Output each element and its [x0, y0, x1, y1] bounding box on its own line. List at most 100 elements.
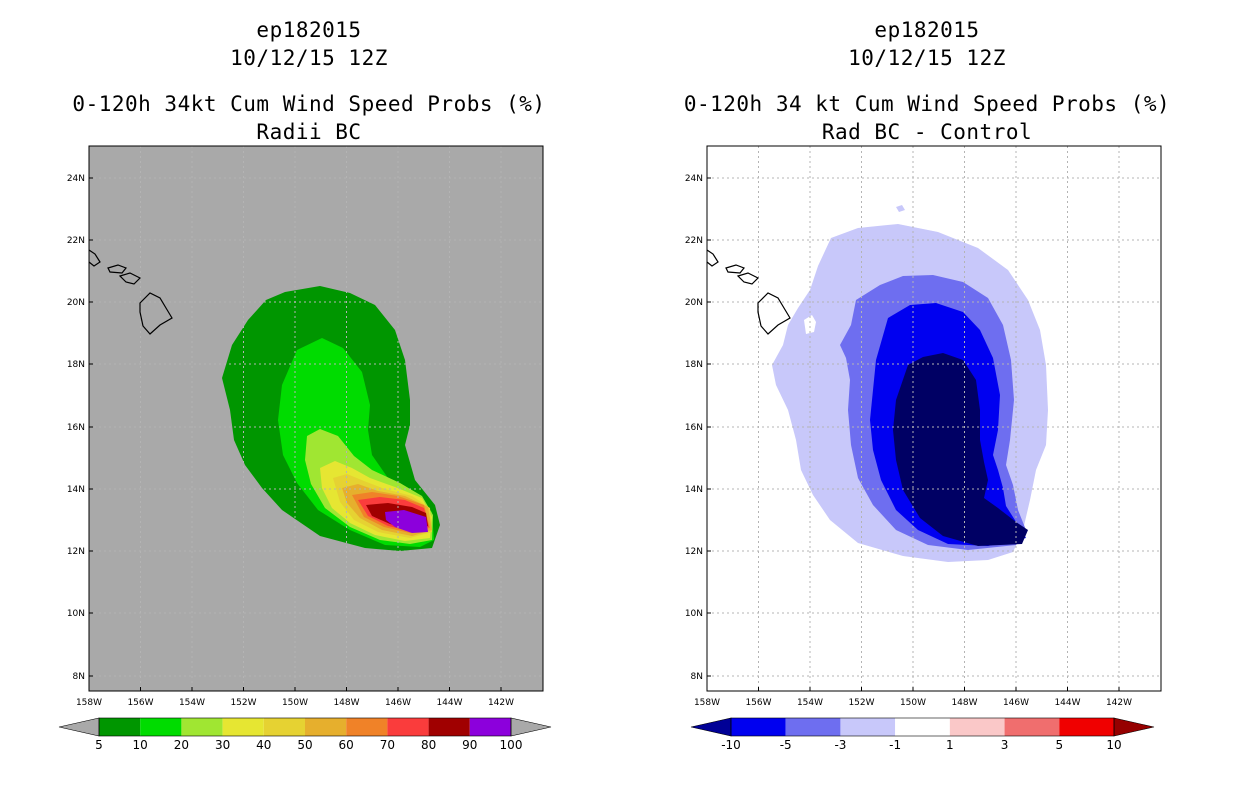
coastline-hawaii — [139, 292, 173, 335]
coastline-molokai — [725, 264, 745, 274]
colorbar-swatch — [346, 718, 388, 736]
right-title-date: 10/12/15 12Z — [848, 46, 1006, 70]
colorbar-label: 70 — [380, 738, 395, 752]
x-tick-label: 152W — [230, 698, 256, 708]
right-map-panel: ep182015 10/12/15 12Z 0-120h 34 kt Cum W… — [618, 0, 1236, 800]
x-tick-label: 142W — [1106, 698, 1132, 708]
y-tick-label: 14N — [67, 485, 85, 495]
y-tick-label: 20N — [67, 298, 85, 308]
right-title-storm-id: ep182015 — [874, 18, 980, 42]
colorbar-swatch — [140, 718, 182, 736]
colorbar-swatch — [99, 718, 141, 736]
x-tick-label: 158W — [76, 698, 102, 708]
colorbar-swatch — [387, 718, 429, 736]
x-tick-label: 148W — [333, 698, 359, 708]
colorbar-low-arrow — [59, 718, 99, 736]
x-tick-label: 142W — [488, 698, 514, 708]
left-gridlines — [89, 146, 543, 691]
colorbar-swatch — [181, 718, 223, 736]
colorbar-label: 30 — [215, 738, 230, 752]
colorbar-label: 50 — [297, 738, 312, 752]
x-tick-label: 144W — [436, 698, 462, 708]
colorbar-swatch — [949, 718, 1005, 736]
colorbar-label: -1 — [889, 738, 901, 752]
colorbar-label: 3 — [1001, 738, 1009, 752]
coastline-maui — [736, 272, 760, 285]
colorbar-low-arrow — [691, 718, 731, 736]
coastline-kauai-oahu — [706, 249, 719, 267]
y-tick-label: 16N — [67, 423, 85, 433]
colorbar-label: 80 — [421, 738, 436, 752]
colorbar-label: -5 — [780, 738, 792, 752]
y-tick-label: 12N — [685, 547, 703, 557]
small-minus-1-patch — [896, 205, 905, 212]
colorbar-swatch — [840, 718, 896, 736]
x-tick-label: 150W — [900, 698, 926, 708]
y-tick-label: 8N — [73, 672, 85, 682]
colorbar-label: 5 — [1055, 738, 1063, 752]
x-tick-label: 152W — [848, 698, 874, 708]
left-probability-contours — [222, 286, 440, 551]
white-patch-near-hawaii — [804, 315, 816, 334]
y-tick-label: 10N — [67, 609, 85, 619]
colorbar-swatch — [428, 718, 470, 736]
x-tick-label: 154W — [797, 698, 823, 708]
colorbar-label: 20 — [174, 738, 189, 752]
colorbar-label: -10 — [721, 738, 741, 752]
x-tick-label: 144W — [1054, 698, 1080, 708]
colorbar-high-arrow-outline — [1113, 717, 1155, 737]
right-title-product: 0-120h 34 kt Cum Wind Speed Probs (%) — [683, 92, 1171, 116]
colorbar-swatch — [263, 718, 305, 736]
colorbar-label: 1 — [946, 738, 954, 752]
contour-90-percent — [385, 510, 428, 533]
y-tick-label: 22N — [67, 236, 85, 246]
colorbar-swatch — [1059, 718, 1114, 736]
right-coastlines — [706, 249, 791, 335]
colorbar-high-arrow — [511, 718, 551, 736]
colorbar-label: 5 — [95, 738, 103, 752]
y-tick-label: 14N — [685, 485, 703, 495]
x-tick-label: 154W — [179, 698, 205, 708]
x-tick-label: 150W — [282, 698, 308, 708]
colorbar-swatch — [469, 718, 511, 736]
colorbar-label: 100 — [500, 738, 523, 752]
y-tick-label: 16N — [685, 423, 703, 433]
left-map-panel: ep182015 10/12/15 12Z 0-120h 34kt Cum Wi… — [58, 18, 552, 752]
right-title-experiment: Rad BC - Control — [821, 120, 1033, 144]
colorbar-swatch — [222, 718, 264, 736]
colorbar-label: 10 — [133, 738, 148, 752]
y-tick-label: 24N — [685, 174, 703, 184]
left-map-svg: 158W 156W 154W 152W 150W 148W 146W 144W 142W 24N 2… — [58, 145, 552, 752]
colorbar-swatch — [785, 718, 841, 736]
right-map-svg: 158W 156W 154W 152W 150W 148W 146W 144W 142W 24N 2… — [685, 145, 1162, 752]
y-tick-label: 22N — [685, 236, 703, 246]
colorbar-label: 60 — [339, 738, 354, 752]
coastline-hawaii — [757, 292, 791, 335]
colorbar-swatch — [895, 718, 950, 736]
y-tick-label: 18N — [685, 360, 703, 370]
colorbar-swatch — [731, 718, 786, 736]
y-tick-label: 24N — [67, 174, 85, 184]
y-tick-label: 12N — [67, 547, 85, 557]
y-tick-label: 8N — [691, 672, 703, 682]
colorbar-low-arrow-outline — [690, 717, 732, 737]
left-coastlines — [88, 249, 173, 335]
x-tick-label: 146W — [385, 698, 411, 708]
x-tick-label: 158W — [694, 698, 720, 708]
left-title-date: 10/12/15 12Z — [230, 46, 388, 70]
colorbar-high-arrow — [1114, 718, 1154, 736]
left-title-product: 0-120h 34kt Cum Wind Speed Probs (%) — [72, 92, 546, 116]
right-gridlines — [707, 146, 1161, 691]
coastline-kauai-oahu — [88, 249, 101, 267]
left-axis-labels: 158W 156W 154W 152W 150W 148W 146W 144W 142W 24N 2… — [67, 174, 514, 708]
colorbar-label: 90 — [462, 738, 477, 752]
left-title-storm-id: ep182015 — [256, 18, 362, 42]
colorbar-swatch — [1004, 718, 1060, 736]
y-tick-label: 18N — [67, 360, 85, 370]
right-map-frame — [706, 145, 1162, 692]
x-tick-label: 146W — [1003, 698, 1029, 708]
colorbar-high-arrow-outline — [510, 717, 552, 737]
contour-minus-10 — [893, 353, 1028, 546]
colorbar-label: -3 — [834, 738, 846, 752]
colorbar-label: 40 — [256, 738, 271, 752]
